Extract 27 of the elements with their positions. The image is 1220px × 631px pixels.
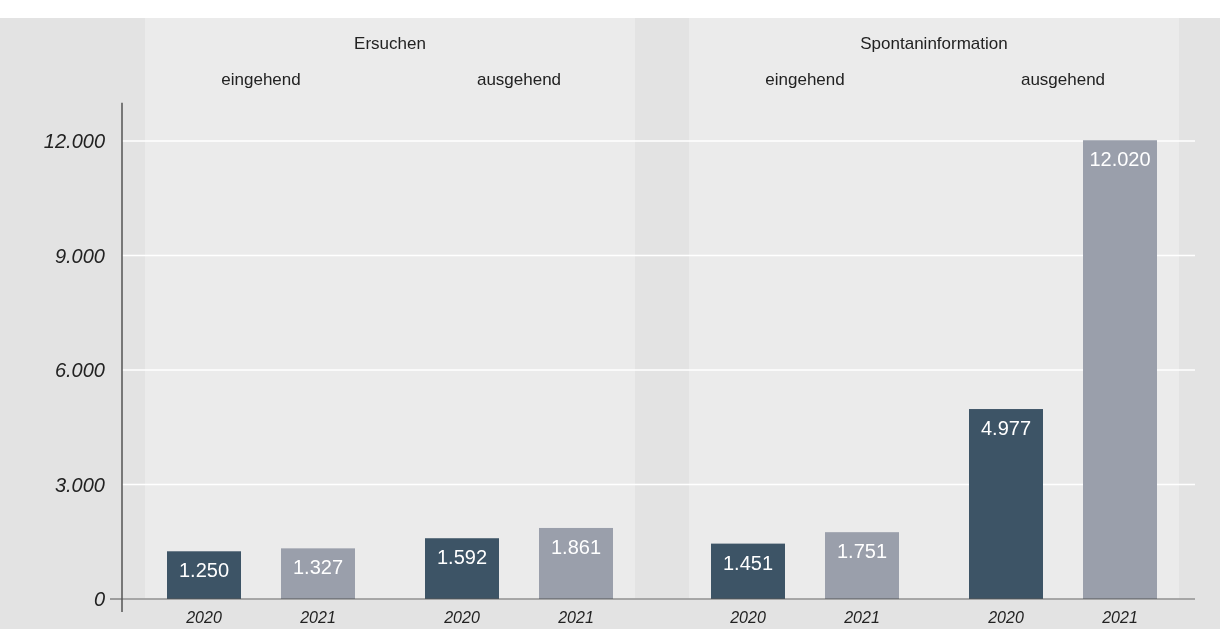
y-tick-label: 6.000 (54, 359, 105, 381)
x-tick-label: 2020 (185, 609, 222, 626)
text: Ersuchen (354, 34, 426, 53)
data-label: 1.327 (292, 556, 344, 579)
x-tick-label: 2021 (843, 609, 880, 626)
text: ausgehend (476, 70, 562, 89)
x-tick-label: 2021 (1101, 609, 1138, 626)
x-tick-label: 2020 (729, 609, 766, 626)
text: ausgehend (1020, 70, 1106, 89)
x-tick-label: 2020 (987, 609, 1024, 626)
data-label: 12.020 (1089, 148, 1151, 171)
text: eingehend (765, 70, 845, 89)
x-tick-label: 2020 (443, 609, 480, 626)
data-label: 1.250 (178, 559, 230, 582)
data-label: 1.592 (436, 546, 488, 569)
y-tick-label: 3.000 (54, 473, 105, 496)
y-tick-label: 12.000 (43, 130, 105, 152)
text: Spontaninformation (860, 34, 1008, 53)
data-label: 1.861 (550, 535, 602, 558)
x-tick-label: 2021 (299, 609, 336, 626)
y-tick-label: 0 (93, 588, 105, 610)
data-label: 1.751 (836, 540, 888, 563)
y-tick-label: 9.000 (54, 244, 105, 267)
x-tick-label: 2021 (557, 609, 594, 626)
data-label: 1.451 (722, 551, 774, 574)
text: eingehend (221, 70, 301, 89)
data-label: 4.977 (980, 417, 1032, 440)
